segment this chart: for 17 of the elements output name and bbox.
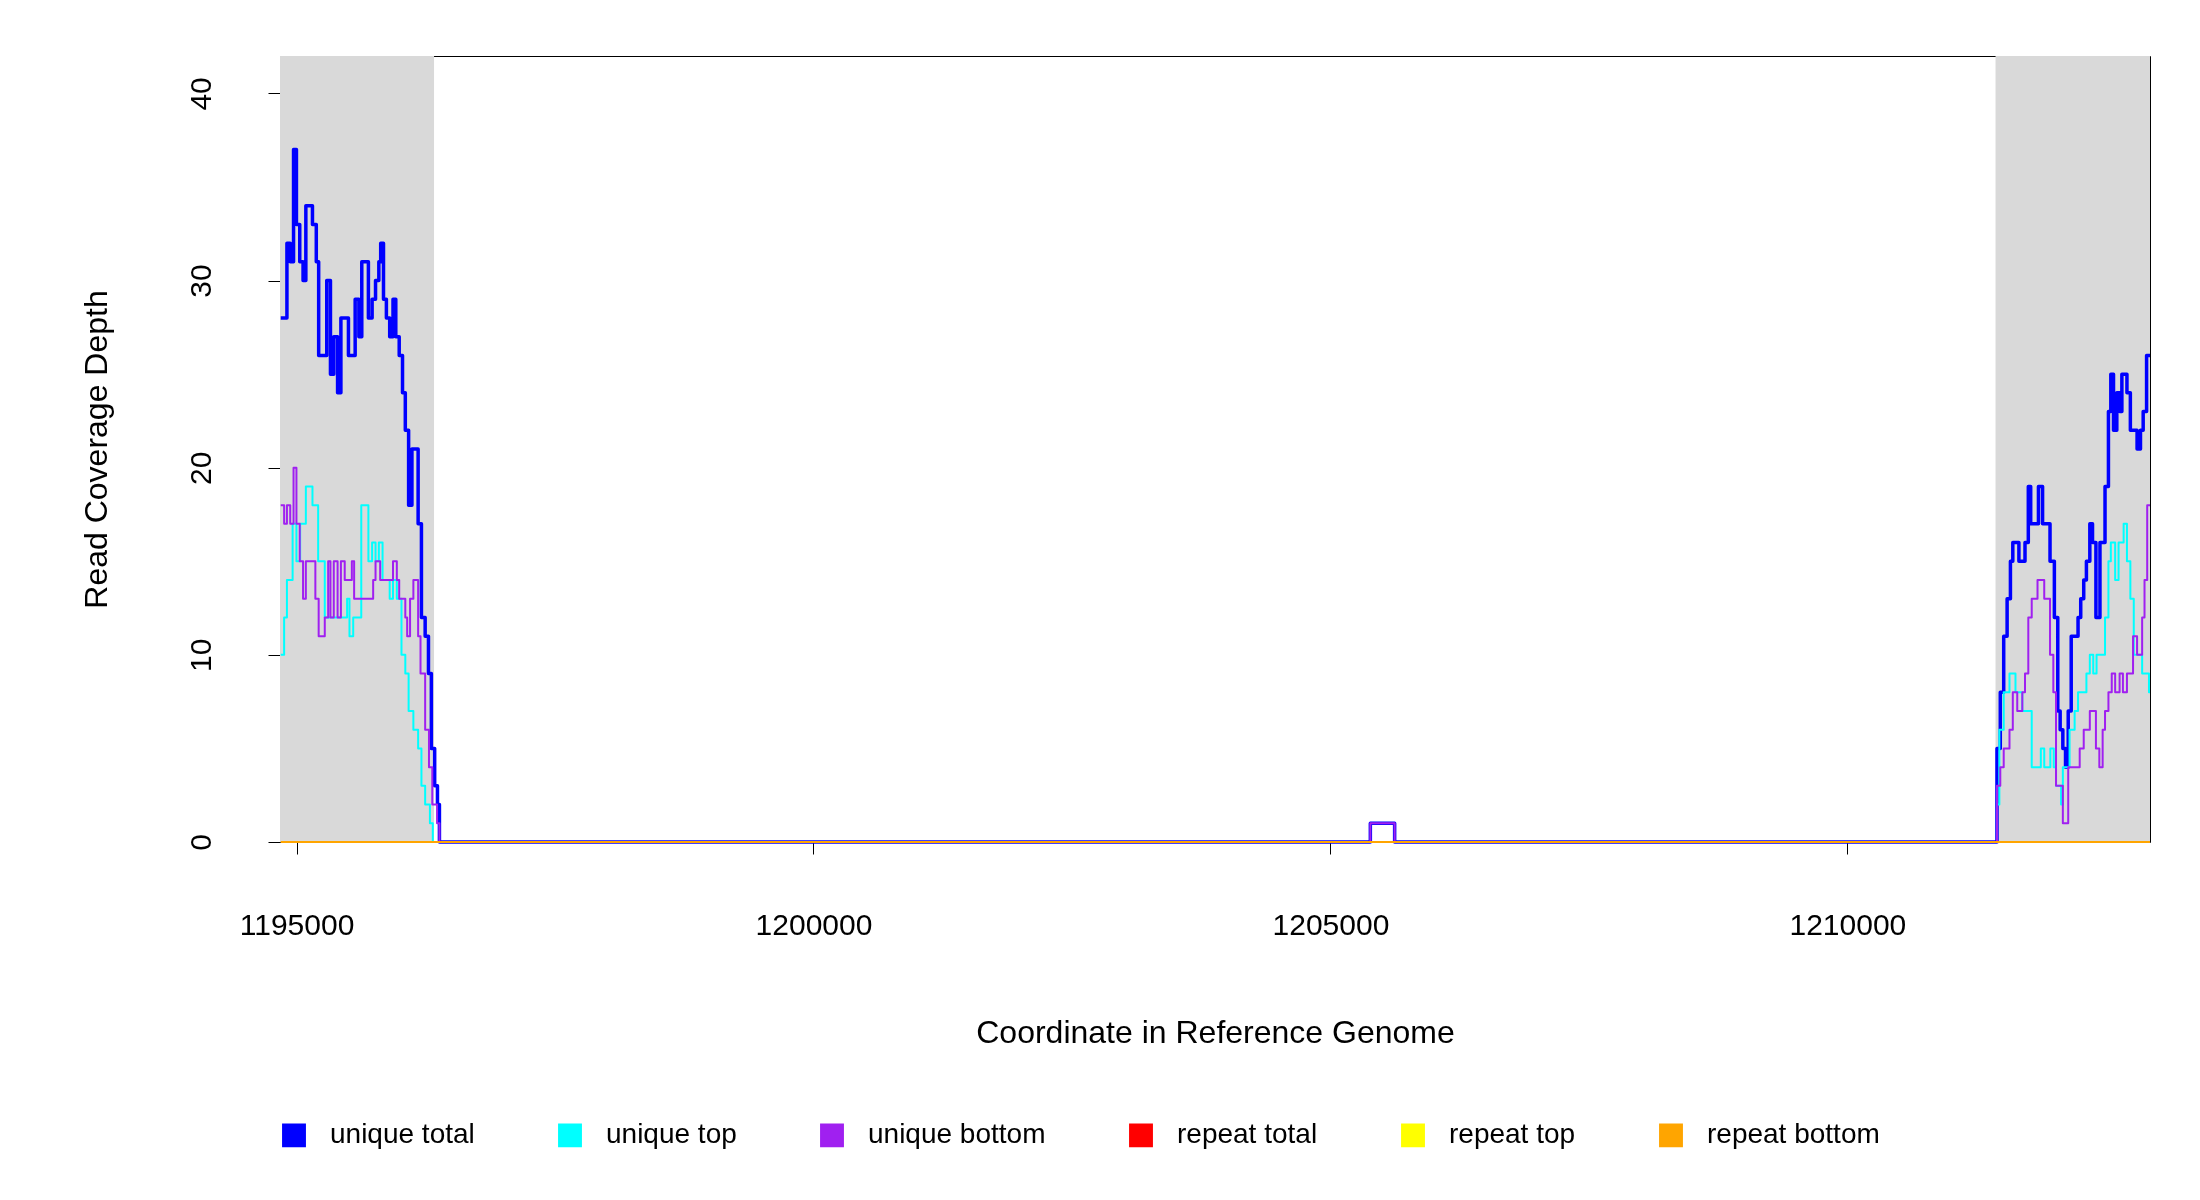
y-tick-label: 10 [183,638,217,673]
legend-label: repeat top [1449,1118,1576,1150]
y-tick-label: 40 [183,77,217,111]
x-tick-label: 1205000 [1272,907,1390,941]
x-tick-label: 1200000 [755,907,873,941]
y-tick-label: 30 [183,264,217,298]
legend-label: unique top [606,1118,737,1150]
legend-label: unique bottom [868,1118,1046,1150]
x-tick-label: 1195000 [239,907,355,941]
legend-label: unique total [330,1118,475,1150]
y-axis-title: Read Coverage Depth [77,290,114,609]
legend-label: repeat bottom [1707,1118,1880,1150]
x-tick-label: 1210000 [1789,907,1907,941]
x-axis-title: Coordinate in Reference Genome [976,1013,1455,1050]
y-tick-label: 0 [183,834,217,851]
legend-label: repeat total [1177,1118,1318,1150]
y-tick-label: 20 [183,451,217,485]
